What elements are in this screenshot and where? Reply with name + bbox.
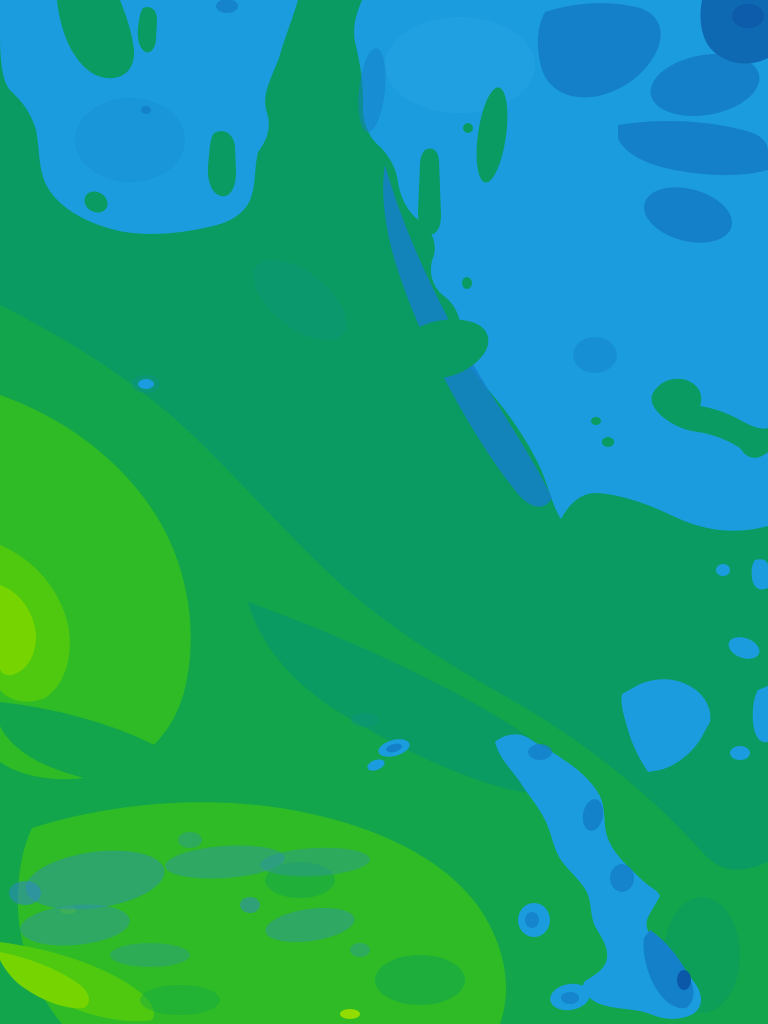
mottle-teal-9 [178, 832, 202, 848]
colder-patch-b [650, 53, 760, 117]
cold-lake-spot [138, 379, 154, 389]
bay-green-wedge-island [57, 0, 135, 79]
cold-chain-dot [558, 838, 568, 846]
edge-cold-sliver-3 [752, 686, 768, 743]
colder-patch-a [537, 3, 661, 98]
mottle-teal-6 [110, 943, 190, 967]
bay-green-notch [84, 191, 108, 213]
mottle-teal-12 [253, 259, 347, 341]
mottle-teal-2 [20, 904, 130, 946]
mottle-teal-5 [265, 907, 355, 943]
colder-boundary-band [383, 165, 552, 507]
mottle-green-1 [375, 955, 465, 1005]
chain-core-1 [582, 799, 604, 831]
bay-green-island [207, 131, 236, 197]
bay-inner-shade [75, 98, 185, 182]
colder-patch-d [644, 187, 732, 243]
edge-cold-sliver-2 [728, 637, 760, 659]
cold-lighter-patch [385, 17, 535, 113]
region-warm-core-left [0, 585, 36, 676]
chain-core-3 [561, 992, 579, 1004]
mottle-green-2 [265, 862, 335, 898]
green-island-pill [418, 148, 441, 235]
cold-lake-2 [367, 759, 385, 771]
green-wedge-right [651, 378, 768, 458]
chain-core-head [528, 744, 552, 760]
green-island-dot-3 [591, 417, 601, 425]
green-island-dot-4 [602, 437, 614, 447]
deep-cold-core [732, 4, 764, 28]
colder-patch-e [358, 48, 386, 132]
region-warm-highlight-corner [0, 942, 154, 1022]
mottle-teal-11 [351, 713, 379, 727]
green-protrusion [398, 319, 489, 379]
mottle-green-3 [140, 985, 220, 1015]
region-cool-dark-band [248, 602, 572, 793]
mottle-teal-4 [260, 847, 370, 877]
green-island-dot-1 [463, 123, 473, 133]
chain-core-2 [610, 864, 634, 892]
mottle-teal-1 [25, 850, 165, 910]
mottle-teal-8 [240, 897, 260, 913]
cold-kite-blob [621, 679, 711, 772]
region-cool-sweep-left [0, 702, 179, 785]
chain-core-4 [525, 912, 539, 928]
bay-cold-dot [141, 106, 151, 114]
bay-green-column [137, 7, 157, 53]
green-island-dot-2 [462, 277, 472, 289]
mottle-teal-7 [9, 881, 41, 905]
edge-cold-sliver-5 [716, 564, 730, 576]
mottle-teal-3 [165, 845, 285, 879]
colder-patch-c [618, 120, 768, 176]
chain-deep-cold-dot [677, 970, 691, 990]
warm-speck-1 [340, 1009, 360, 1019]
edge-cold-sliver-1 [751, 559, 768, 590]
green-island-long [476, 87, 508, 183]
bay-channel-cold-spot [216, 0, 238, 13]
mottle-teal-10 [350, 943, 370, 957]
cold-lake-1-core [386, 743, 402, 753]
region-warm-core-corner [0, 952, 89, 1009]
edge-cold-sliver-4 [730, 746, 750, 760]
colder-patch-f [573, 337, 617, 373]
